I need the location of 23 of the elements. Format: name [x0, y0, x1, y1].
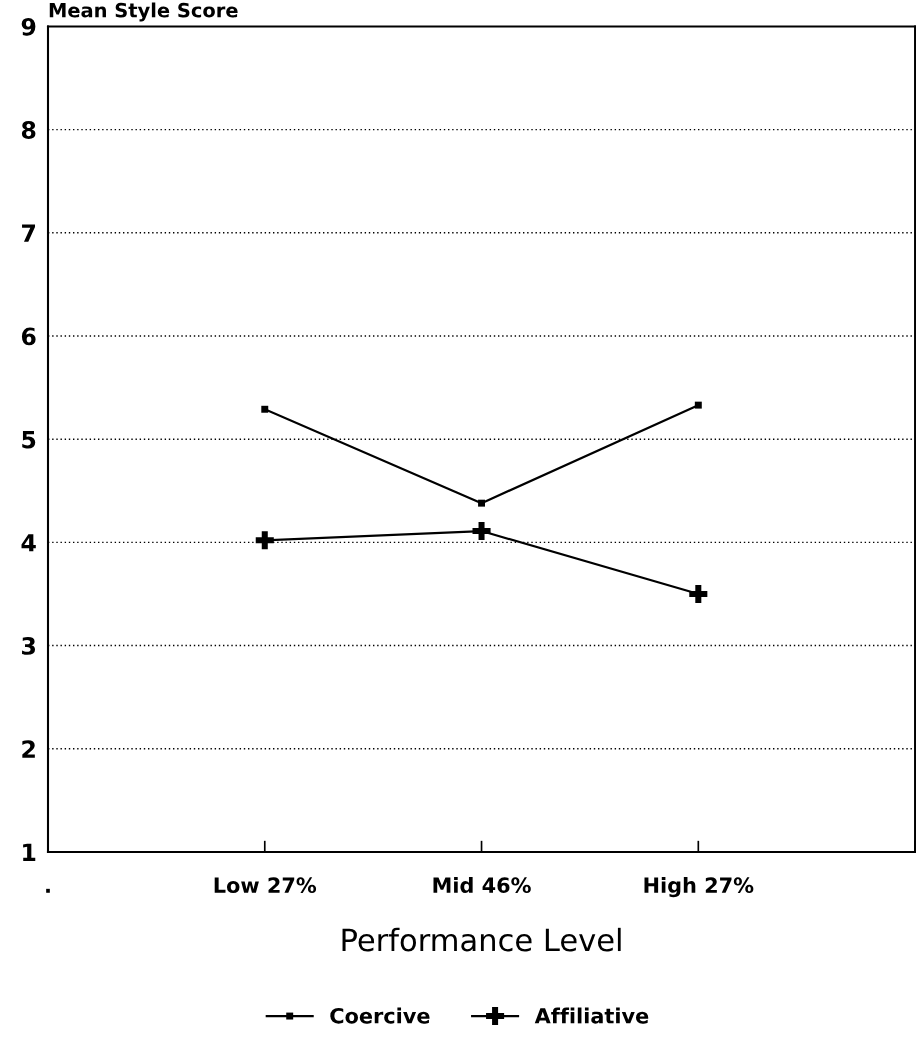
y-tick-label: 6 [21, 327, 36, 346]
legend-label: Coercive [330, 1007, 430, 1024]
y-tick-label: 9 [21, 17, 36, 36]
x-tick-label: High 27% [644, 876, 754, 898]
point [478, 499, 486, 507]
point [472, 521, 491, 541]
x-axis-title: Performance Level [342, 927, 621, 952]
x-tick-label: Mid 46% [433, 876, 531, 894]
point [689, 584, 708, 603]
x-tick-label: Low 27% [214, 877, 317, 894]
point [261, 405, 269, 413]
y-tick-label: 1 [23, 843, 36, 861]
y-tick-label: 4 [21, 534, 36, 552]
y-tick-label: 3 [22, 637, 36, 655]
point [255, 531, 274, 550]
x-tick-label: . [46, 888, 50, 893]
y-tick-label: 2 [22, 740, 35, 758]
y-tick-label: 7 [22, 224, 36, 242]
y-axis-title: Mean Style Score [49, 2, 238, 22]
y-tick-label: 5 [22, 430, 36, 449]
point [694, 401, 702, 409]
y-tick-label: 8 [21, 121, 36, 139]
legend-label: Affiliative [534, 1007, 649, 1024]
